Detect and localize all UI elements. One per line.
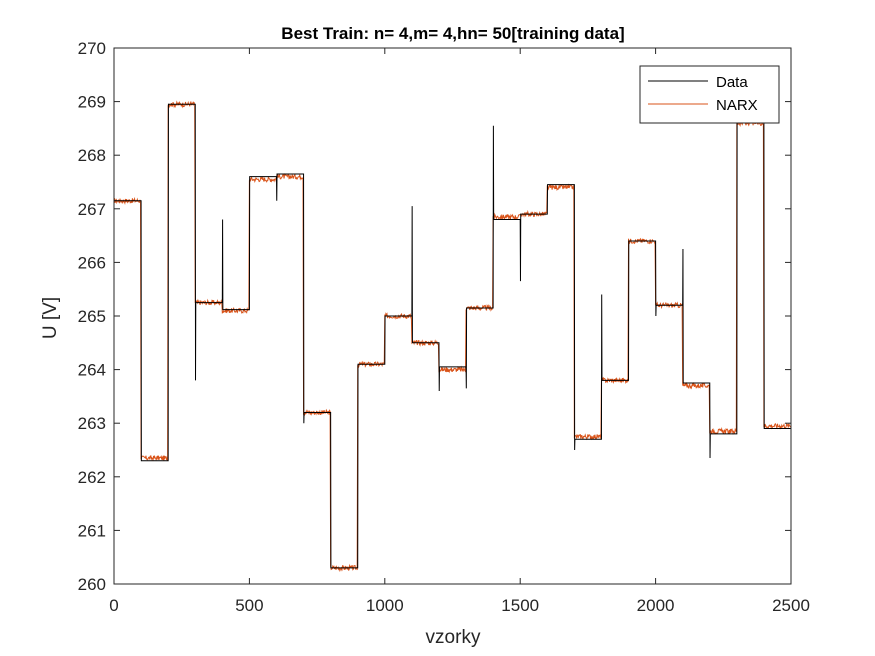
x-axis-label: vzorky — [426, 627, 481, 648]
x-tick-label: 2000 — [637, 596, 675, 615]
y-tick-label: 266 — [78, 253, 106, 272]
series-line-data — [114, 103, 791, 569]
x-tick-label: 1000 — [366, 596, 404, 615]
y-tick-label: 267 — [78, 200, 106, 219]
y-tick-label: 265 — [78, 307, 106, 326]
y-tick-label: 268 — [78, 146, 106, 165]
y-tick-label: 263 — [78, 414, 106, 433]
y-tick-label: 262 — [78, 468, 106, 487]
y-tick-label: 269 — [78, 93, 106, 112]
x-tick-label: 500 — [235, 596, 263, 615]
series-line-narx — [113, 100, 792, 573]
legend-label-narx: NARX — [716, 97, 758, 114]
x-tick-label: 2500 — [772, 596, 810, 615]
legend: Data NARX — [639, 65, 780, 124]
x-tick-label: 0 — [109, 596, 118, 615]
legend-box — [639, 65, 780, 124]
x-tick-label: 1500 — [501, 596, 539, 615]
y-axis: 260 261 262 263 264 265 266 267 268 269 270 — [78, 39, 791, 594]
y-tick-label: 261 — [78, 521, 106, 540]
plot-area: 0 500 1000 1500 2000 2500 2602612622632642652… — [78, 39, 810, 615]
series-layer — [113, 100, 792, 573]
chart-title: Best Train: n= 4,m= 4,hn= 50[training da… — [281, 24, 624, 43]
y-tick-label: 270 — [78, 39, 106, 58]
axes-background — [114, 48, 791, 584]
y-tick-label: 264 — [78, 361, 106, 380]
legend-label-data: Data — [716, 74, 748, 91]
x-axis: 0 500 1000 1500 2000 2500 — [109, 48, 810, 615]
y-tick-label: 260 — [78, 575, 106, 594]
y-axis-label: U [V] — [40, 297, 61, 339]
